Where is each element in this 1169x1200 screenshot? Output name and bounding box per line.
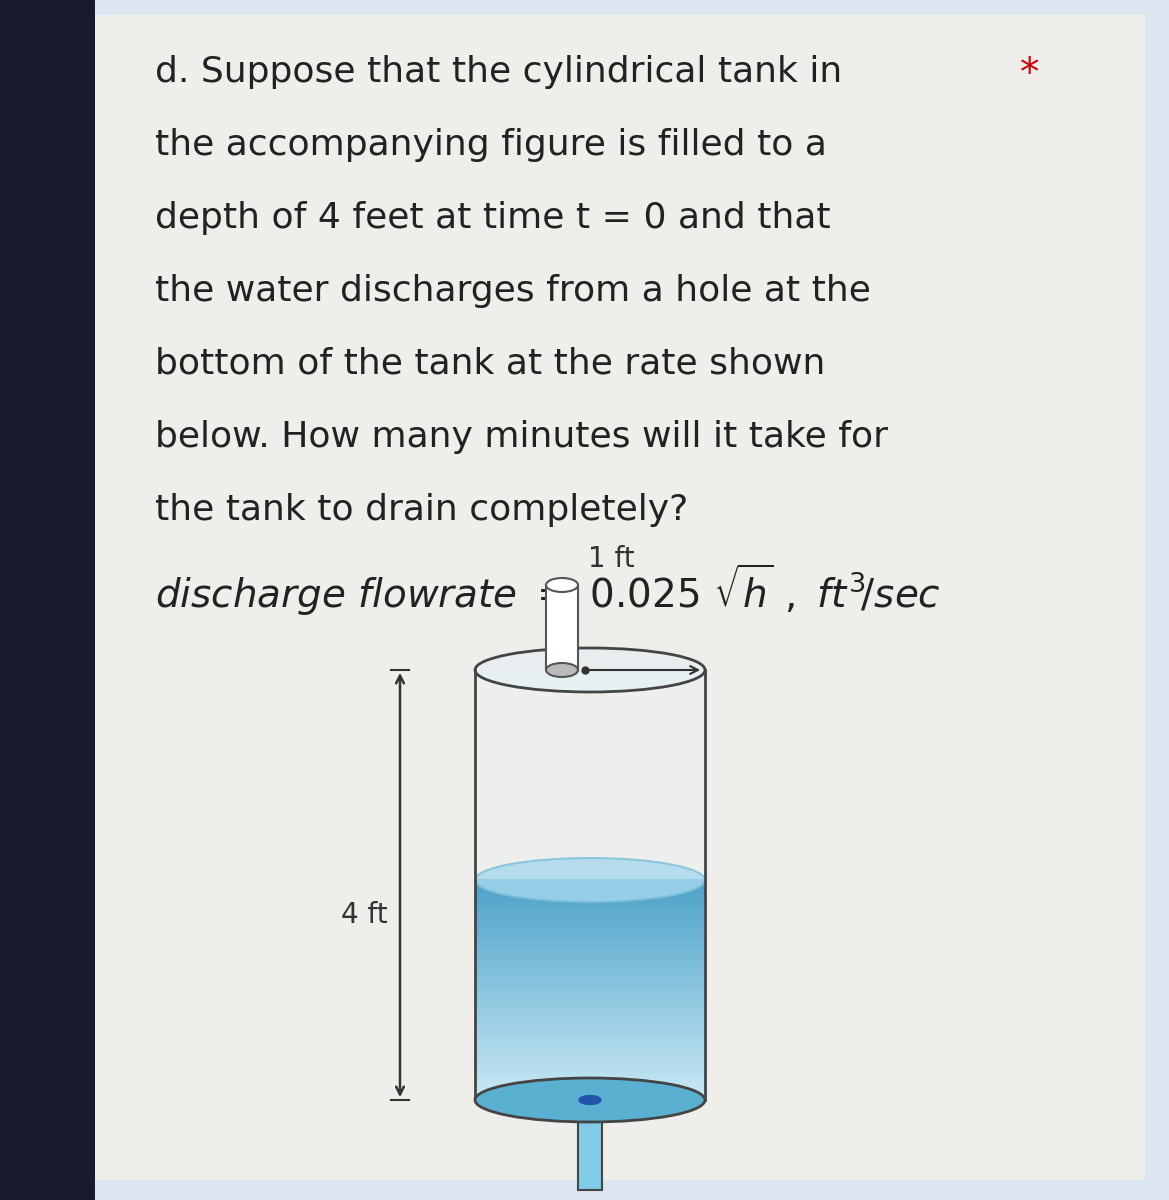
Bar — [475, 994, 705, 998]
Bar — [475, 1060, 705, 1064]
Bar — [475, 914, 705, 919]
Bar — [475, 931, 705, 937]
Bar — [546, 584, 577, 670]
Bar — [475, 888, 705, 893]
Bar — [475, 1028, 705, 1034]
Text: below. How many minutes will it take for: below. How many minutes will it take for — [155, 420, 888, 454]
Text: the water discharges from a hole at the: the water discharges from a hole at the — [155, 274, 871, 308]
Bar — [475, 910, 705, 916]
Bar — [475, 980, 705, 985]
Bar — [475, 928, 705, 932]
Bar — [475, 1094, 705, 1100]
Bar — [475, 954, 705, 959]
Bar — [475, 878, 705, 884]
Bar — [475, 923, 705, 929]
Text: the accompanying figure is filled to a: the accompanying figure is filled to a — [155, 128, 826, 162]
Bar — [475, 1037, 705, 1043]
Bar — [0, 0, 95, 1200]
Bar — [475, 949, 705, 955]
Bar — [475, 1046, 705, 1051]
Bar — [475, 1007, 705, 1012]
Bar — [475, 976, 705, 982]
Text: *: * — [1021, 55, 1039, 92]
Bar — [475, 1002, 705, 1008]
Bar — [475, 1063, 705, 1069]
Bar — [475, 962, 705, 968]
Bar — [475, 1068, 705, 1074]
Bar — [475, 936, 705, 942]
Ellipse shape — [546, 578, 577, 592]
Ellipse shape — [475, 648, 705, 692]
Bar — [475, 1081, 705, 1087]
Text: 1 ft: 1 ft — [588, 545, 635, 572]
Bar — [475, 972, 705, 977]
Bar — [475, 1015, 705, 1021]
Ellipse shape — [579, 1096, 601, 1104]
Bar — [475, 1090, 705, 1096]
Bar — [475, 896, 705, 902]
Bar — [475, 989, 705, 995]
Bar — [475, 905, 705, 911]
Text: d. Suppose that the cylindrical tank in: d. Suppose that the cylindrical tank in — [155, 55, 842, 89]
Bar — [475, 1051, 705, 1056]
Ellipse shape — [475, 1078, 705, 1122]
Bar — [475, 1086, 705, 1091]
Bar — [475, 1010, 705, 1016]
Bar — [475, 893, 705, 898]
Bar — [475, 670, 705, 880]
Bar — [475, 1033, 705, 1038]
Bar — [475, 946, 705, 950]
Text: $\mathit{discharge\ flowrate}\ =\ 0.025\ \sqrt{h}\ ,\ ft^3\!/sec$: $\mathit{discharge\ flowrate}\ =\ 0.025\… — [155, 562, 941, 618]
Bar — [475, 883, 705, 889]
Bar — [475, 967, 705, 972]
Text: depth of 4 feet at time t = 0 and that: depth of 4 feet at time t = 0 and that — [155, 200, 831, 235]
Bar — [95, 14, 1144, 1180]
Bar — [475, 997, 705, 1003]
Bar — [577, 1100, 602, 1190]
Bar — [475, 1024, 705, 1030]
Bar — [475, 1073, 705, 1078]
Bar — [475, 941, 705, 946]
Bar — [475, 1055, 705, 1061]
Bar — [475, 1078, 705, 1082]
Text: bottom of the tank at the rate shown: bottom of the tank at the rate shown — [155, 347, 825, 382]
Ellipse shape — [475, 858, 705, 902]
Bar — [475, 1020, 705, 1025]
Ellipse shape — [546, 662, 577, 677]
Text: the tank to drain completely?: the tank to drain completely? — [155, 493, 689, 527]
Bar — [475, 984, 705, 990]
Bar — [475, 919, 705, 924]
Bar — [475, 901, 705, 906]
Bar — [475, 1042, 705, 1048]
Text: 4 ft: 4 ft — [341, 901, 388, 929]
Bar — [475, 958, 705, 964]
